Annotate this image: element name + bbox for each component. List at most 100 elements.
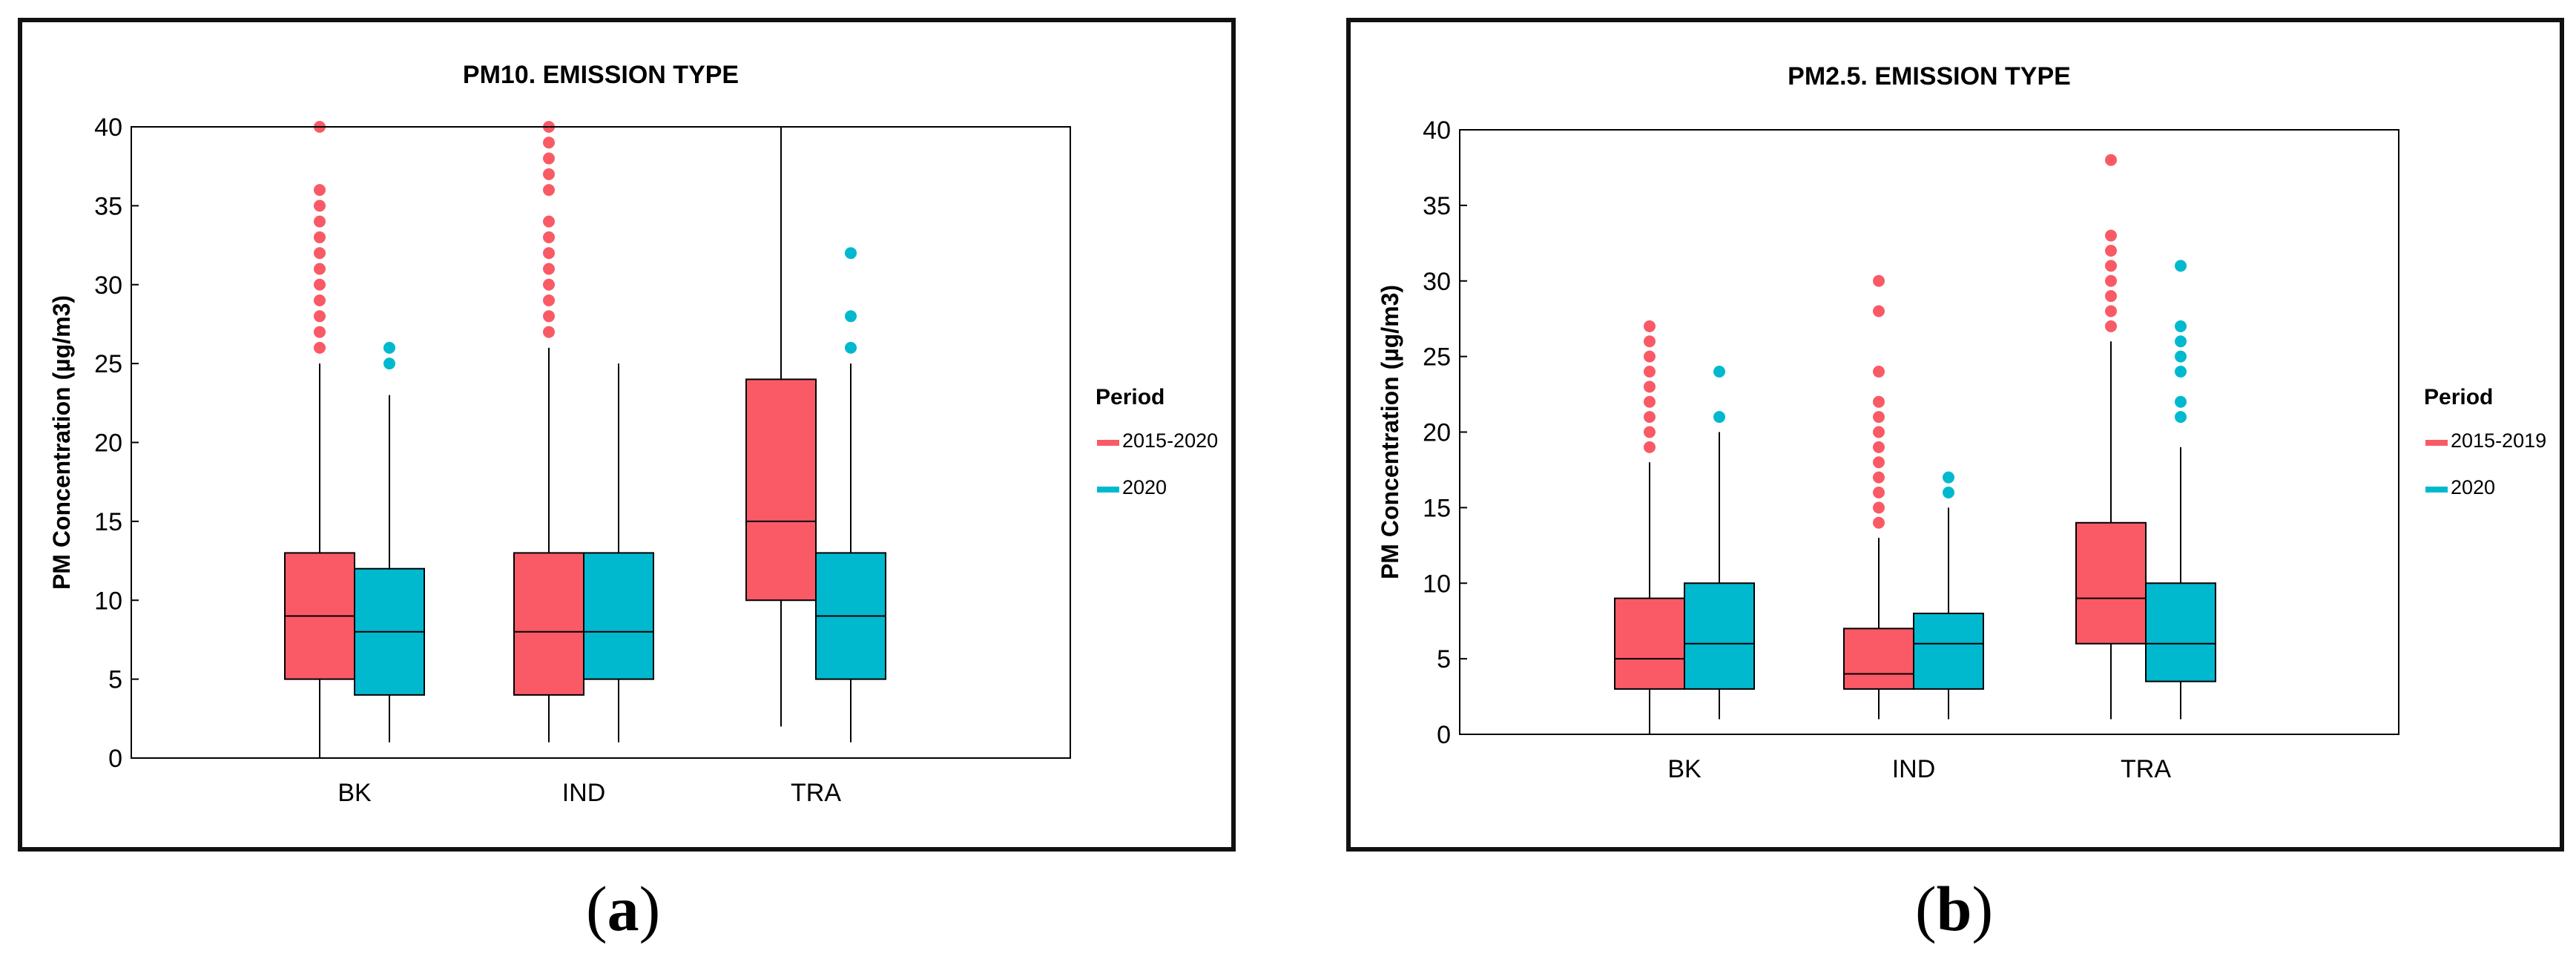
outlier-point [1644,350,1656,363]
legend-label: 2015-2019 [2451,429,2546,452]
pm25-boxplot-chart: PM2.5. EMISSION TYPE PM Concentration (µg… [1377,62,2546,783]
outlier-point [2105,290,2117,303]
outlier-point [1873,516,1885,529]
outlier-point [543,184,555,197]
outlier-point [2175,260,2187,272]
outlier-point [543,310,555,323]
outlier-point [314,341,326,354]
legend-swatch [1097,487,1119,493]
y-tick-label: 0 [108,745,122,773]
outlier-point [1713,366,1725,378]
outlier-point [314,200,326,212]
y-tick-label: 5 [1437,645,1451,673]
outlier-point [543,152,555,165]
outlier-point [314,310,326,323]
outlier-point [314,184,326,197]
outlier-point [2175,411,2187,424]
y-tick-label: 15 [1423,494,1451,522]
outlier-point [314,278,326,291]
outlier-point [845,341,857,354]
y-tick-label: 15 [94,508,122,536]
chart-title: PM2.5. EMISSION TYPE [1788,62,2071,90]
panel-label-b: (b) [1915,873,1994,944]
outlier-point [314,215,326,228]
outlier-point [314,231,326,243]
legend-title: Period [2424,385,2493,409]
outlier-point [543,294,555,307]
y-tick-label: 40 [94,113,122,142]
outlier-point [543,215,555,228]
panel-label-a: (a) [586,873,661,944]
outlier-point [1873,441,1885,453]
outlier-point [543,326,555,338]
outlier-point [1644,366,1656,378]
pm10-boxplot-chart: PM10. EMISSION TYPE PM Concentration (µg/… [48,61,1218,807]
outlier-point [314,247,326,260]
outlier-point [2105,305,2117,317]
outlier-point [543,168,555,180]
outlier-point [314,326,326,338]
box-iqr [745,378,817,602]
outlier-point [543,136,555,149]
outlier-point [2175,350,2187,363]
outlier-point [543,263,555,275]
outlier-point [2175,320,2187,332]
box-iqr [1614,597,1685,690]
y-tick-label: 5 [108,666,122,694]
outlier-point [543,231,555,243]
chart-panel-b: PM2.5. EMISSION TYPE PM Concentration (µg… [1346,18,2564,852]
y-tick-label: 35 [1423,192,1451,220]
outlier-point [1873,501,1885,514]
outlier-point [1644,441,1656,453]
outlier-point [2175,335,2187,348]
outlier-point [1873,487,1885,498]
outlier-point [1943,487,1954,498]
outlier-point [1873,456,1885,469]
x-tick-label: TRA [791,779,841,807]
outlier-point [2105,154,2117,166]
legend-swatch [1097,440,1119,446]
box-iqr [1913,613,1984,690]
y-tick-label: 30 [1423,268,1451,296]
outlier-point [383,358,395,370]
legend-swatch [2425,440,2448,446]
outlier-point [2105,274,2117,287]
outlier-point [314,294,326,307]
outlier-point [2175,395,2187,408]
outlier-point [1713,411,1725,424]
x-tick-label: BK [1667,755,1702,783]
outlier-point [1873,366,1885,378]
box-iqr [1843,628,1914,690]
legend-label: 2020 [2451,476,2495,498]
y-axis-label: PM Concentration (µg/m3) [48,295,75,590]
outlier-point [1873,274,1885,287]
box-iqr [2075,521,2147,645]
box-iqr [2145,582,2216,682]
outlier-point [1873,426,1885,438]
outlier-point [1644,395,1656,408]
box-iqr [513,552,584,696]
y-tick-label: 35 [94,192,122,220]
outlier-point [1644,426,1656,438]
legend-label: 2020 [1122,476,1167,498]
outlier-point [1873,471,1885,484]
outlier-point [1644,335,1656,348]
y-tick-label: 0 [1437,721,1451,749]
x-tick-label: TRA [2121,755,2171,783]
outlier-point [1644,381,1656,393]
outlier-point [1943,471,1954,484]
outlier-point [1873,305,1885,317]
y-tick-label: 25 [1423,343,1451,372]
outlier-point [543,247,555,260]
y-tick-label: 20 [94,429,122,458]
outlier-point [314,263,326,275]
outlier-point [2105,245,2117,257]
y-tick-label: 40 [1423,116,1451,145]
legend-label: 2015-2020 [1122,429,1218,452]
x-tick-label: BK [337,779,372,807]
outlier-point [845,247,857,260]
y-tick-label: 10 [1423,570,1451,598]
chart-title: PM10. EMISSION TYPE [463,61,739,89]
legend-title: Period [1096,385,1165,409]
outlier-point [845,310,857,323]
